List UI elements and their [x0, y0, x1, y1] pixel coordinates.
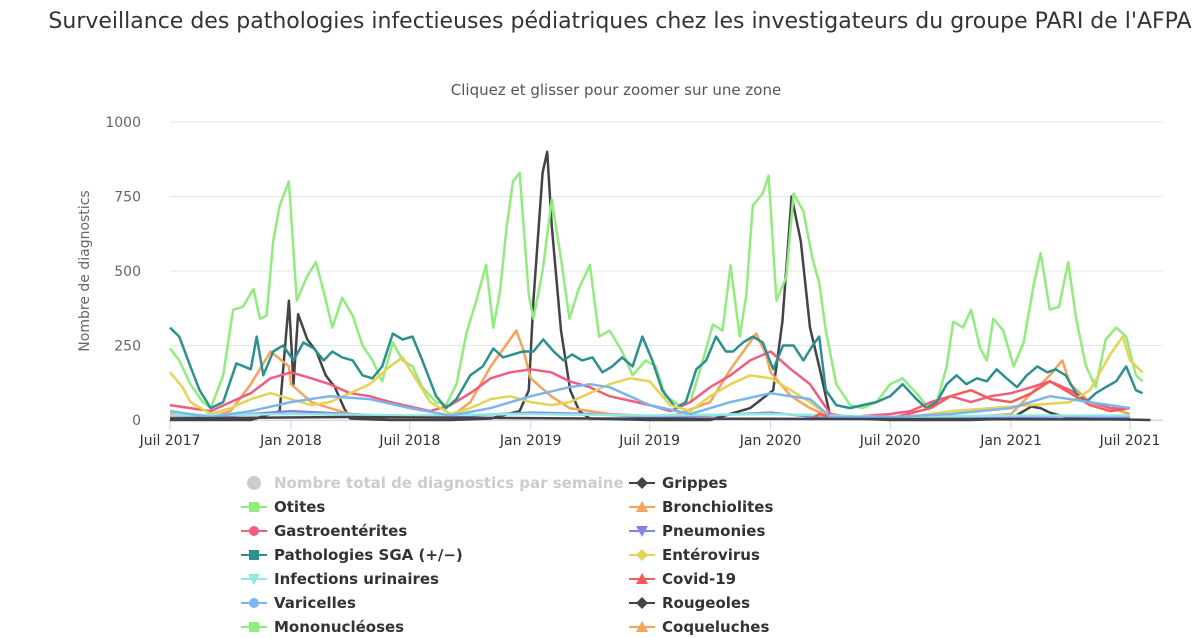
legend-label: Nombre total de diagnostics par semaine	[274, 474, 624, 492]
legend-label: Rougeoles	[662, 594, 750, 612]
legend-label: Pathologies SGA (+/−)	[274, 546, 463, 564]
x-tick-label: Jan 2019	[499, 433, 562, 449]
legend-marker-icon	[629, 597, 655, 609]
y-tick-label: 0	[132, 413, 141, 429]
legend-label: Gastroentérites	[274, 522, 408, 540]
chart-subtitle: Cliquez et glisser pour zoomer sur une z…	[450, 81, 782, 99]
legend-marker-icon	[241, 598, 267, 608]
legend-marker-icon	[629, 621, 655, 632]
y-tick-label: 500	[114, 264, 141, 280]
legend-item[interactable]: Pneumonies	[628, 520, 765, 542]
legend-label: Grippes	[662, 474, 728, 492]
y-tick-label: 750	[114, 190, 141, 206]
legend-item[interactable]: Covid-19	[628, 568, 736, 590]
series-line-11	[169, 415, 1131, 421]
legend-marker-icon	[629, 477, 655, 489]
series-line-3	[169, 329, 1131, 420]
series-line-5	[169, 409, 1131, 420]
x-tick-label: Juil 2020	[859, 433, 921, 449]
legend-item[interactable]: Nombre total de diagnostics par semaine	[240, 472, 624, 494]
legend-item[interactable]: Coqueluches	[628, 616, 769, 638]
legend-label: Covid-19	[662, 570, 737, 588]
legend-label: Entérovirus	[662, 546, 760, 564]
legend-label: Otites	[274, 498, 326, 516]
series-line-10	[169, 382, 1131, 419]
legend-item[interactable]: Bronchiolites	[628, 496, 773, 518]
x-tick-label: Jan 2020	[739, 433, 802, 449]
legend-marker-icon	[629, 526, 655, 537]
legend-marker-icon	[247, 476, 261, 490]
x-tick-label: Juil 2019	[618, 433, 680, 449]
legend-item[interactable]: Infections urinaires	[240, 568, 439, 590]
legend-label: Pneumonies	[662, 522, 766, 540]
legend-item[interactable]: Mononucléoses	[240, 616, 404, 638]
legend-item[interactable]: Grippes	[628, 472, 727, 494]
chart-title: Surveillance des pathologies infectieuse…	[48, 9, 1192, 34]
legend-label: Mononucléoses	[274, 618, 405, 636]
legend-label: Varicelles	[274, 594, 356, 612]
legend-marker-icon	[241, 526, 267, 536]
series-line-2	[169, 171, 1144, 410]
x-tick-label: Juil 2018	[378, 433, 440, 449]
series-line-8	[169, 412, 1130, 419]
x-tick-label: Juil 2021	[1099, 433, 1161, 449]
y-tick-label: 1000	[105, 115, 141, 131]
legend-label: Infections urinaires	[274, 570, 439, 588]
series-line-7	[169, 335, 1144, 419]
legend-item[interactable]: Rougeoles	[628, 592, 750, 614]
x-tick-label: Jan 2018	[259, 433, 322, 449]
legend-marker-icon	[241, 622, 267, 632]
y-axis-label: Nombre de diagnostics	[77, 190, 93, 351]
x-tick-label: Jan 2021	[979, 433, 1042, 449]
legend-item[interactable]: Otites	[240, 496, 325, 518]
x-tick-label: Juil 2017	[139, 433, 201, 449]
legend-marker-icon	[241, 502, 267, 512]
legend-item[interactable]: Varicelles	[240, 592, 356, 614]
legend-item[interactable]: Gastroentérites	[240, 520, 407, 542]
legend-marker-icon	[629, 501, 655, 512]
legend-label: Bronchiolites	[662, 498, 774, 516]
legend-marker-icon	[629, 549, 655, 561]
legend-marker-icon	[241, 550, 267, 560]
y-tick-label: 250	[114, 339, 141, 355]
legend-item[interactable]: Pathologies SGA (+/−)	[240, 544, 463, 566]
legend-marker-icon	[629, 573, 655, 584]
legend-item[interactable]: Entérovirus	[628, 544, 760, 566]
series-line-6	[169, 326, 1144, 410]
legend-marker-icon	[241, 574, 267, 585]
legend-label: Coqueluches	[662, 618, 770, 636]
